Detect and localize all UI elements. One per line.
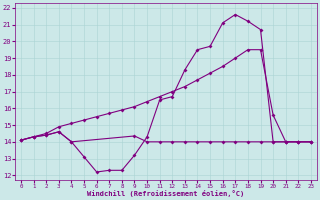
X-axis label: Windchill (Refroidissement éolien,°C): Windchill (Refroidissement éolien,°C) [87,190,244,197]
